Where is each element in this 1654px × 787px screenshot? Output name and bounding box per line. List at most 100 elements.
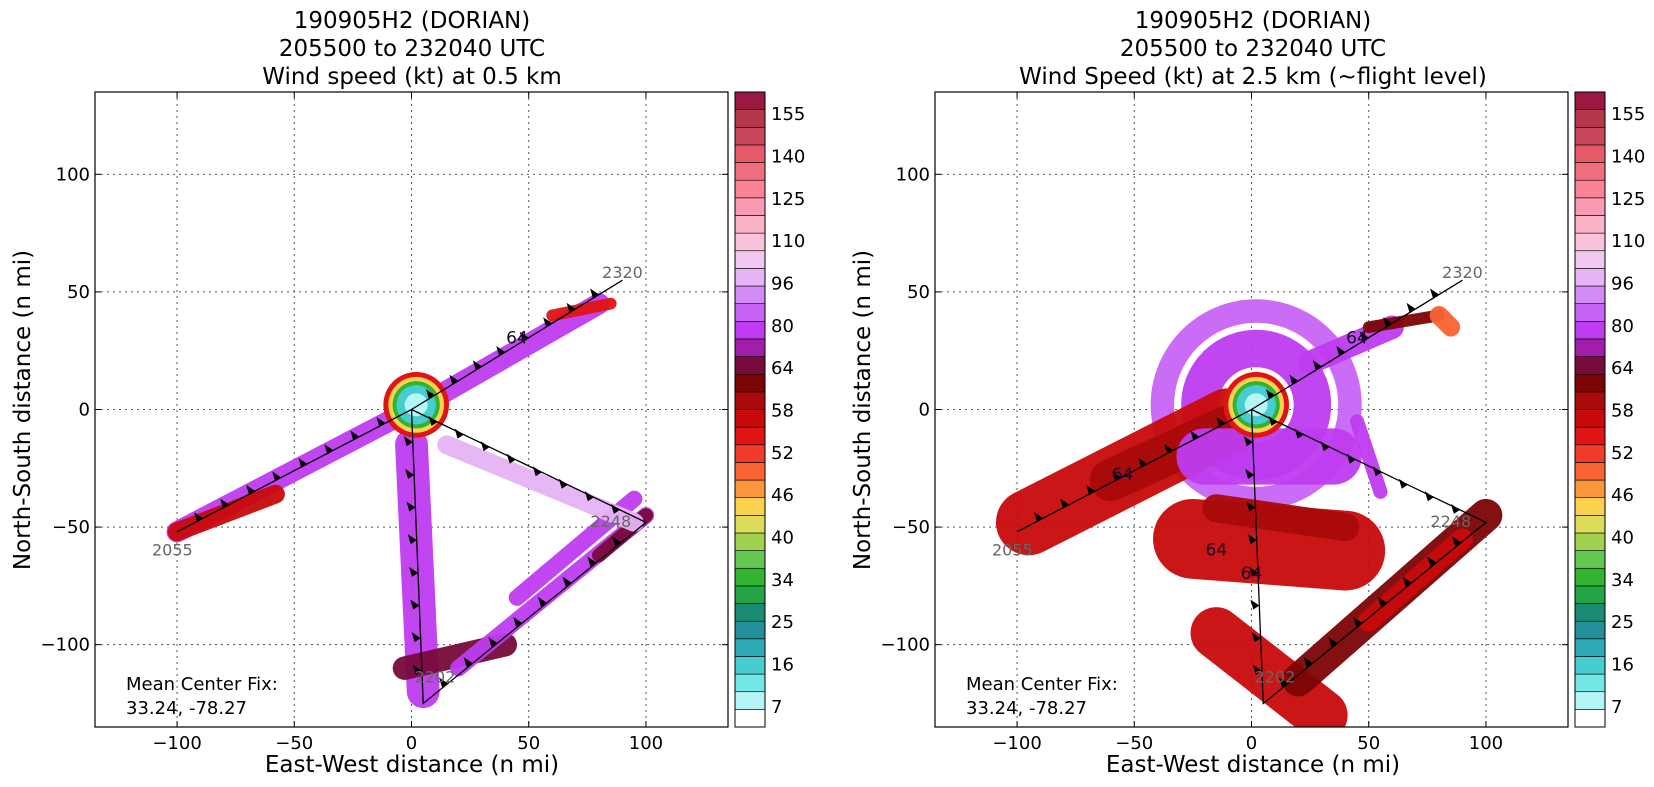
y-tick-label: −50 xyxy=(892,517,930,538)
colorbar-tick-label: 155 xyxy=(1611,104,1645,125)
wind-barb xyxy=(1377,596,1387,607)
track-time-label: 2320 xyxy=(602,263,643,282)
colorbar-segment xyxy=(734,126,766,146)
wind-barb xyxy=(1406,302,1416,313)
wind-swath xyxy=(424,293,610,409)
wind-barb xyxy=(590,288,600,299)
colorbar-tick-label: 25 xyxy=(771,612,794,633)
wind-barb xyxy=(1353,616,1363,627)
wind-swath xyxy=(1349,414,1388,499)
wind-barb xyxy=(1164,444,1174,455)
track-time-label: 2248 xyxy=(1430,512,1471,531)
colorbar-frame xyxy=(1574,91,1606,728)
wind-barb xyxy=(220,498,230,509)
y-tick-label: −100 xyxy=(881,635,930,656)
colorbar-segment xyxy=(734,532,766,551)
colorbar-tick-label: 40 xyxy=(771,528,794,549)
colorbar-segment xyxy=(1574,162,1606,181)
wind-barb xyxy=(1034,512,1044,523)
wind-barb xyxy=(1190,430,1200,441)
wind-barb xyxy=(324,444,334,455)
colorbar-segment xyxy=(734,285,766,304)
colorbar-segment xyxy=(1574,232,1606,252)
contour-label: 64 xyxy=(1346,329,1368,349)
colorbar-tick-label: 34 xyxy=(1611,570,1634,591)
wind-barb xyxy=(1303,657,1313,668)
colorbar-segment xyxy=(1574,532,1606,551)
colorbar-segment xyxy=(734,268,766,287)
colorbar-tick-label: 140 xyxy=(771,147,805,168)
colorbar-segment xyxy=(1574,144,1606,163)
wind-barb xyxy=(587,556,597,567)
wind-barb xyxy=(454,428,464,439)
colorbar-segment xyxy=(1574,479,1606,498)
wind-swath xyxy=(437,435,644,532)
colorbar-tick-label: 125 xyxy=(1611,189,1645,210)
colorbar-segment xyxy=(734,515,766,534)
panel-left-mean-center-fix-label: Mean Center Fix: xyxy=(126,674,278,695)
colorbar-segment xyxy=(734,303,766,322)
colorbar-segment xyxy=(1574,462,1606,481)
wind-barb xyxy=(1328,637,1338,648)
colorbar-tick-label: 125 xyxy=(771,189,805,210)
wind-barb xyxy=(409,566,419,577)
panel-right-title-line2: 205500 to 232040 UTC xyxy=(1120,36,1386,62)
wind-barb xyxy=(428,416,438,427)
colorbar-segment xyxy=(734,638,766,657)
colorbar-segment xyxy=(734,356,766,375)
colorbar-segment xyxy=(734,109,766,128)
colorbar-tick-label: 7 xyxy=(771,697,782,718)
colorbar-segment xyxy=(734,444,766,463)
colorbar-segment xyxy=(1574,638,1606,657)
colorbar-frame xyxy=(734,91,766,728)
colorbar-segment xyxy=(734,603,766,622)
colorbar-segment xyxy=(1574,603,1606,622)
colorbar-segment xyxy=(734,426,766,446)
colorbar-tick-label: 58 xyxy=(1611,401,1634,422)
wind-barb xyxy=(1250,599,1260,610)
wind-barb xyxy=(1289,374,1299,385)
wind-barb xyxy=(1383,317,1393,328)
colorbar-segment xyxy=(734,409,766,428)
wind-barb xyxy=(438,677,448,688)
wind-barb xyxy=(1450,503,1460,514)
wind-barb xyxy=(1402,576,1412,587)
colorbar-segment xyxy=(734,620,766,640)
plot-area-left: 64 2055 2320 2248 2202 −100 −50 0 50 100 −100 −50 0 5… xyxy=(41,91,729,754)
wind-barb xyxy=(537,596,547,607)
wind-barb xyxy=(412,664,422,675)
wind-barb xyxy=(449,374,459,385)
colorbar-tick-label: 110 xyxy=(1611,231,1645,252)
wind-barb xyxy=(1359,331,1369,342)
colorbar-segment xyxy=(1574,373,1606,393)
x-tick-label: 50 xyxy=(517,733,540,754)
wind-barb xyxy=(1243,436,1253,447)
colorbar-segment xyxy=(734,215,766,234)
colorbar-segment xyxy=(1574,391,1606,410)
colorbar-tick-label: 52 xyxy=(1611,443,1634,464)
colorbar-tick-label: 52 xyxy=(771,443,794,464)
colorbar-tick-label: 96 xyxy=(771,274,794,295)
colorbar-left: 7 16 25 34 40 46 52 58 64 80 96 110 125 140 155 xyxy=(734,91,805,728)
panel-right-mean-center-fix-label: Mean Center Fix: xyxy=(966,674,1118,695)
colorbar-segment xyxy=(734,585,766,604)
wind-barb xyxy=(1246,501,1256,512)
colorbar-segment xyxy=(734,250,766,269)
wind-barb xyxy=(1294,428,1304,439)
wind-swath xyxy=(1362,309,1445,334)
wind-barb xyxy=(194,512,204,523)
colorbar-tick-label: 16 xyxy=(1611,655,1634,676)
panel-left-title-line2: 205500 to 232040 UTC xyxy=(279,36,545,62)
flight-track xyxy=(176,279,648,705)
colorbar-segment xyxy=(734,479,766,498)
colorbar-segment xyxy=(734,91,766,110)
wind-barb xyxy=(513,616,523,627)
contour-label: 64 xyxy=(1112,465,1134,485)
colorbar-tick-label: 64 xyxy=(771,358,794,379)
colorbar-tick-label: 46 xyxy=(1611,485,1634,506)
colorbar-segment xyxy=(734,144,766,163)
track-time-label: 2202 xyxy=(1255,667,1296,686)
colorbar-segment xyxy=(734,391,766,410)
wind-barb xyxy=(411,632,421,643)
